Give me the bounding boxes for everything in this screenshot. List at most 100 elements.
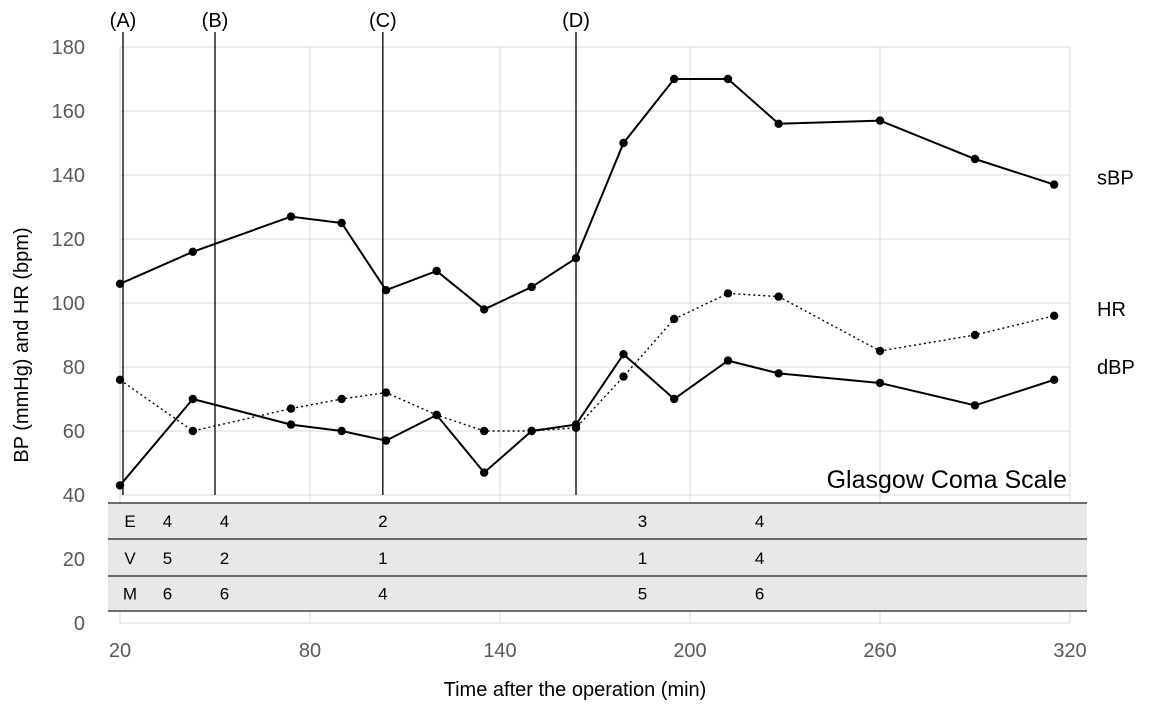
gcs-cell: 6: [755, 585, 764, 604]
data-point: [479, 305, 489, 314]
data-point: [571, 420, 581, 429]
gcs-cell: 3: [638, 512, 647, 531]
data-point: [571, 254, 581, 263]
data-point: [723, 289, 733, 298]
series-dbp: dBP: [115, 350, 1135, 490]
data-point: [619, 350, 628, 359]
data-point: [432, 410, 441, 420]
event-label: (D): [562, 10, 590, 32]
data-point: [1049, 311, 1059, 320]
data-point: [115, 279, 125, 288]
data-point: [970, 154, 980, 164]
y-tick-label: 180: [52, 37, 85, 59]
data-point: [619, 138, 628, 148]
gcs-row-name: M: [123, 585, 137, 604]
y-tick-label: 160: [52, 101, 85, 123]
data-point: [188, 247, 198, 256]
series-sbp: sBP: [115, 74, 1134, 314]
gcs-cell: 4: [755, 512, 764, 531]
y-tick-label: 60: [63, 421, 85, 443]
data-point: [875, 378, 885, 388]
y-tick-label: 120: [52, 229, 85, 251]
x-tick-label: 140: [483, 640, 516, 662]
y-tick-label: 0: [74, 613, 85, 635]
data-point: [774, 292, 783, 301]
data-point: [286, 212, 296, 221]
series-layer: sBP HR dBP: [115, 74, 1135, 490]
data-point: [774, 369, 783, 378]
gcs-background: [108, 503, 1087, 611]
data-point: [381, 388, 391, 397]
data-point: [723, 356, 733, 365]
data-point: [286, 420, 296, 429]
event-label: (A): [110, 10, 137, 32]
gcs-cell: 2: [220, 549, 229, 568]
gcs-cell: 4: [163, 512, 172, 531]
event-label: (C): [369, 10, 397, 32]
data-point: [527, 282, 536, 292]
data-point: [337, 394, 346, 404]
data-point: [115, 481, 125, 490]
data-point: [479, 426, 489, 436]
data-point: [669, 314, 679, 324]
gcs-cell: 5: [163, 549, 172, 568]
x-tick-label: 320: [1053, 640, 1086, 662]
data-point: [875, 116, 885, 125]
data-point: [619, 372, 628, 381]
y-tick-label: 140: [52, 165, 85, 187]
data-point: [970, 401, 980, 410]
data-point: [1049, 180, 1059, 189]
gcs-table: E 4 4 2 3 4 V 5 2 1 1 4 M 6 6 4 5 6: [108, 502, 1087, 612]
gcs-cell: 4: [378, 585, 387, 604]
data-point: [286, 404, 296, 413]
gcs-cell: 6: [163, 585, 172, 604]
gcs-cell: 2: [378, 512, 387, 531]
data-point: [337, 218, 346, 228]
series-label: HR: [1097, 299, 1126, 321]
series-label: sBP: [1097, 168, 1134, 190]
x-tick-label: 80: [299, 640, 321, 662]
data-point: [188, 426, 198, 436]
series-line: [119, 292, 1055, 432]
data-point: [669, 394, 679, 404]
data-point: [723, 74, 733, 84]
data-point: [432, 266, 441, 276]
y-tick-label: 40: [63, 485, 85, 507]
gcs-cell: 6: [220, 585, 229, 604]
series-hr: HR: [115, 289, 1126, 436]
y-tick-label: 100: [52, 293, 85, 315]
x-tick-label: 200: [673, 640, 706, 662]
gcs-cell: 4: [755, 549, 764, 568]
gcs-cell: 1: [378, 549, 387, 568]
y-axis-label: BP (mmHg) and HR (bpm): [11, 227, 33, 462]
y-tick-label: 20: [63, 549, 85, 571]
gcs-cell: 5: [638, 585, 647, 604]
data-point: [774, 119, 783, 128]
data-point: [527, 426, 536, 436]
data-point: [381, 286, 391, 295]
event-markers: (A) (B) (C) (D): [110, 10, 590, 495]
gcs-title: Glasgow Coma Scale: [827, 466, 1067, 494]
data-point: [115, 375, 125, 384]
data-point: [970, 330, 980, 340]
data-point: [669, 74, 679, 84]
data-point: [479, 468, 489, 477]
x-tick-label: 20: [109, 640, 131, 662]
series-line: [119, 352, 1055, 487]
data-point: [875, 346, 885, 356]
data-point: [1049, 375, 1059, 384]
x-axis-label: Time after the operation (min): [444, 679, 707, 701]
data-point: [381, 436, 391, 445]
axes: 0 20 40 60 80 100 120 140 160 180 20 80 140 200 260 320: [52, 37, 1087, 662]
gcs-cell: 4: [220, 512, 229, 531]
data-point: [188, 394, 198, 404]
series-label: dBP: [1097, 357, 1135, 379]
data-point: [337, 426, 346, 436]
series-line: [119, 78, 1055, 311]
gcs-row-name: E: [124, 512, 135, 531]
x-tick-label: 260: [863, 640, 896, 662]
gcs-row-name: V: [124, 549, 136, 568]
gcs-cell: 1: [638, 549, 647, 568]
y-tick-label: 80: [63, 357, 85, 379]
